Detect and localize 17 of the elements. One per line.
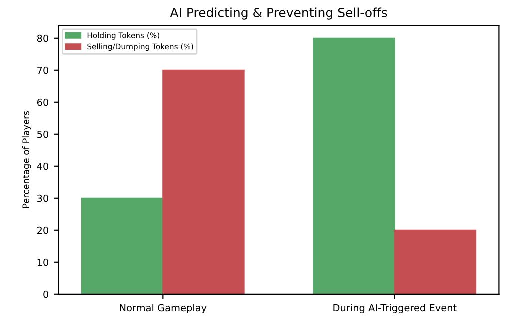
y-tick-label: 70 [38,66,49,74]
y-tick-label: 10 [38,258,49,266]
y-tick-label: 40 [37,162,49,170]
x-tick-label: During AI-Triggered Event [334,304,457,314]
bar [162,70,245,294]
bar [82,198,164,294]
y-tick-label: 20 [38,226,49,234]
bar [313,38,396,294]
y-tick-label: 30 [38,194,49,202]
y-tick-label: 80 [37,34,49,42]
chart-title: AI Predicting & Preventing Sell-offs [170,8,388,20]
x-tick-label: Normal Gameplay [120,304,207,314]
y-tick-label: 60 [37,98,49,106]
y-tick-label: 50 [38,130,49,138]
bar [394,230,477,294]
y-axis-title: Percentage of Players [22,111,32,208]
y-tick-label: 0 [44,290,49,298]
